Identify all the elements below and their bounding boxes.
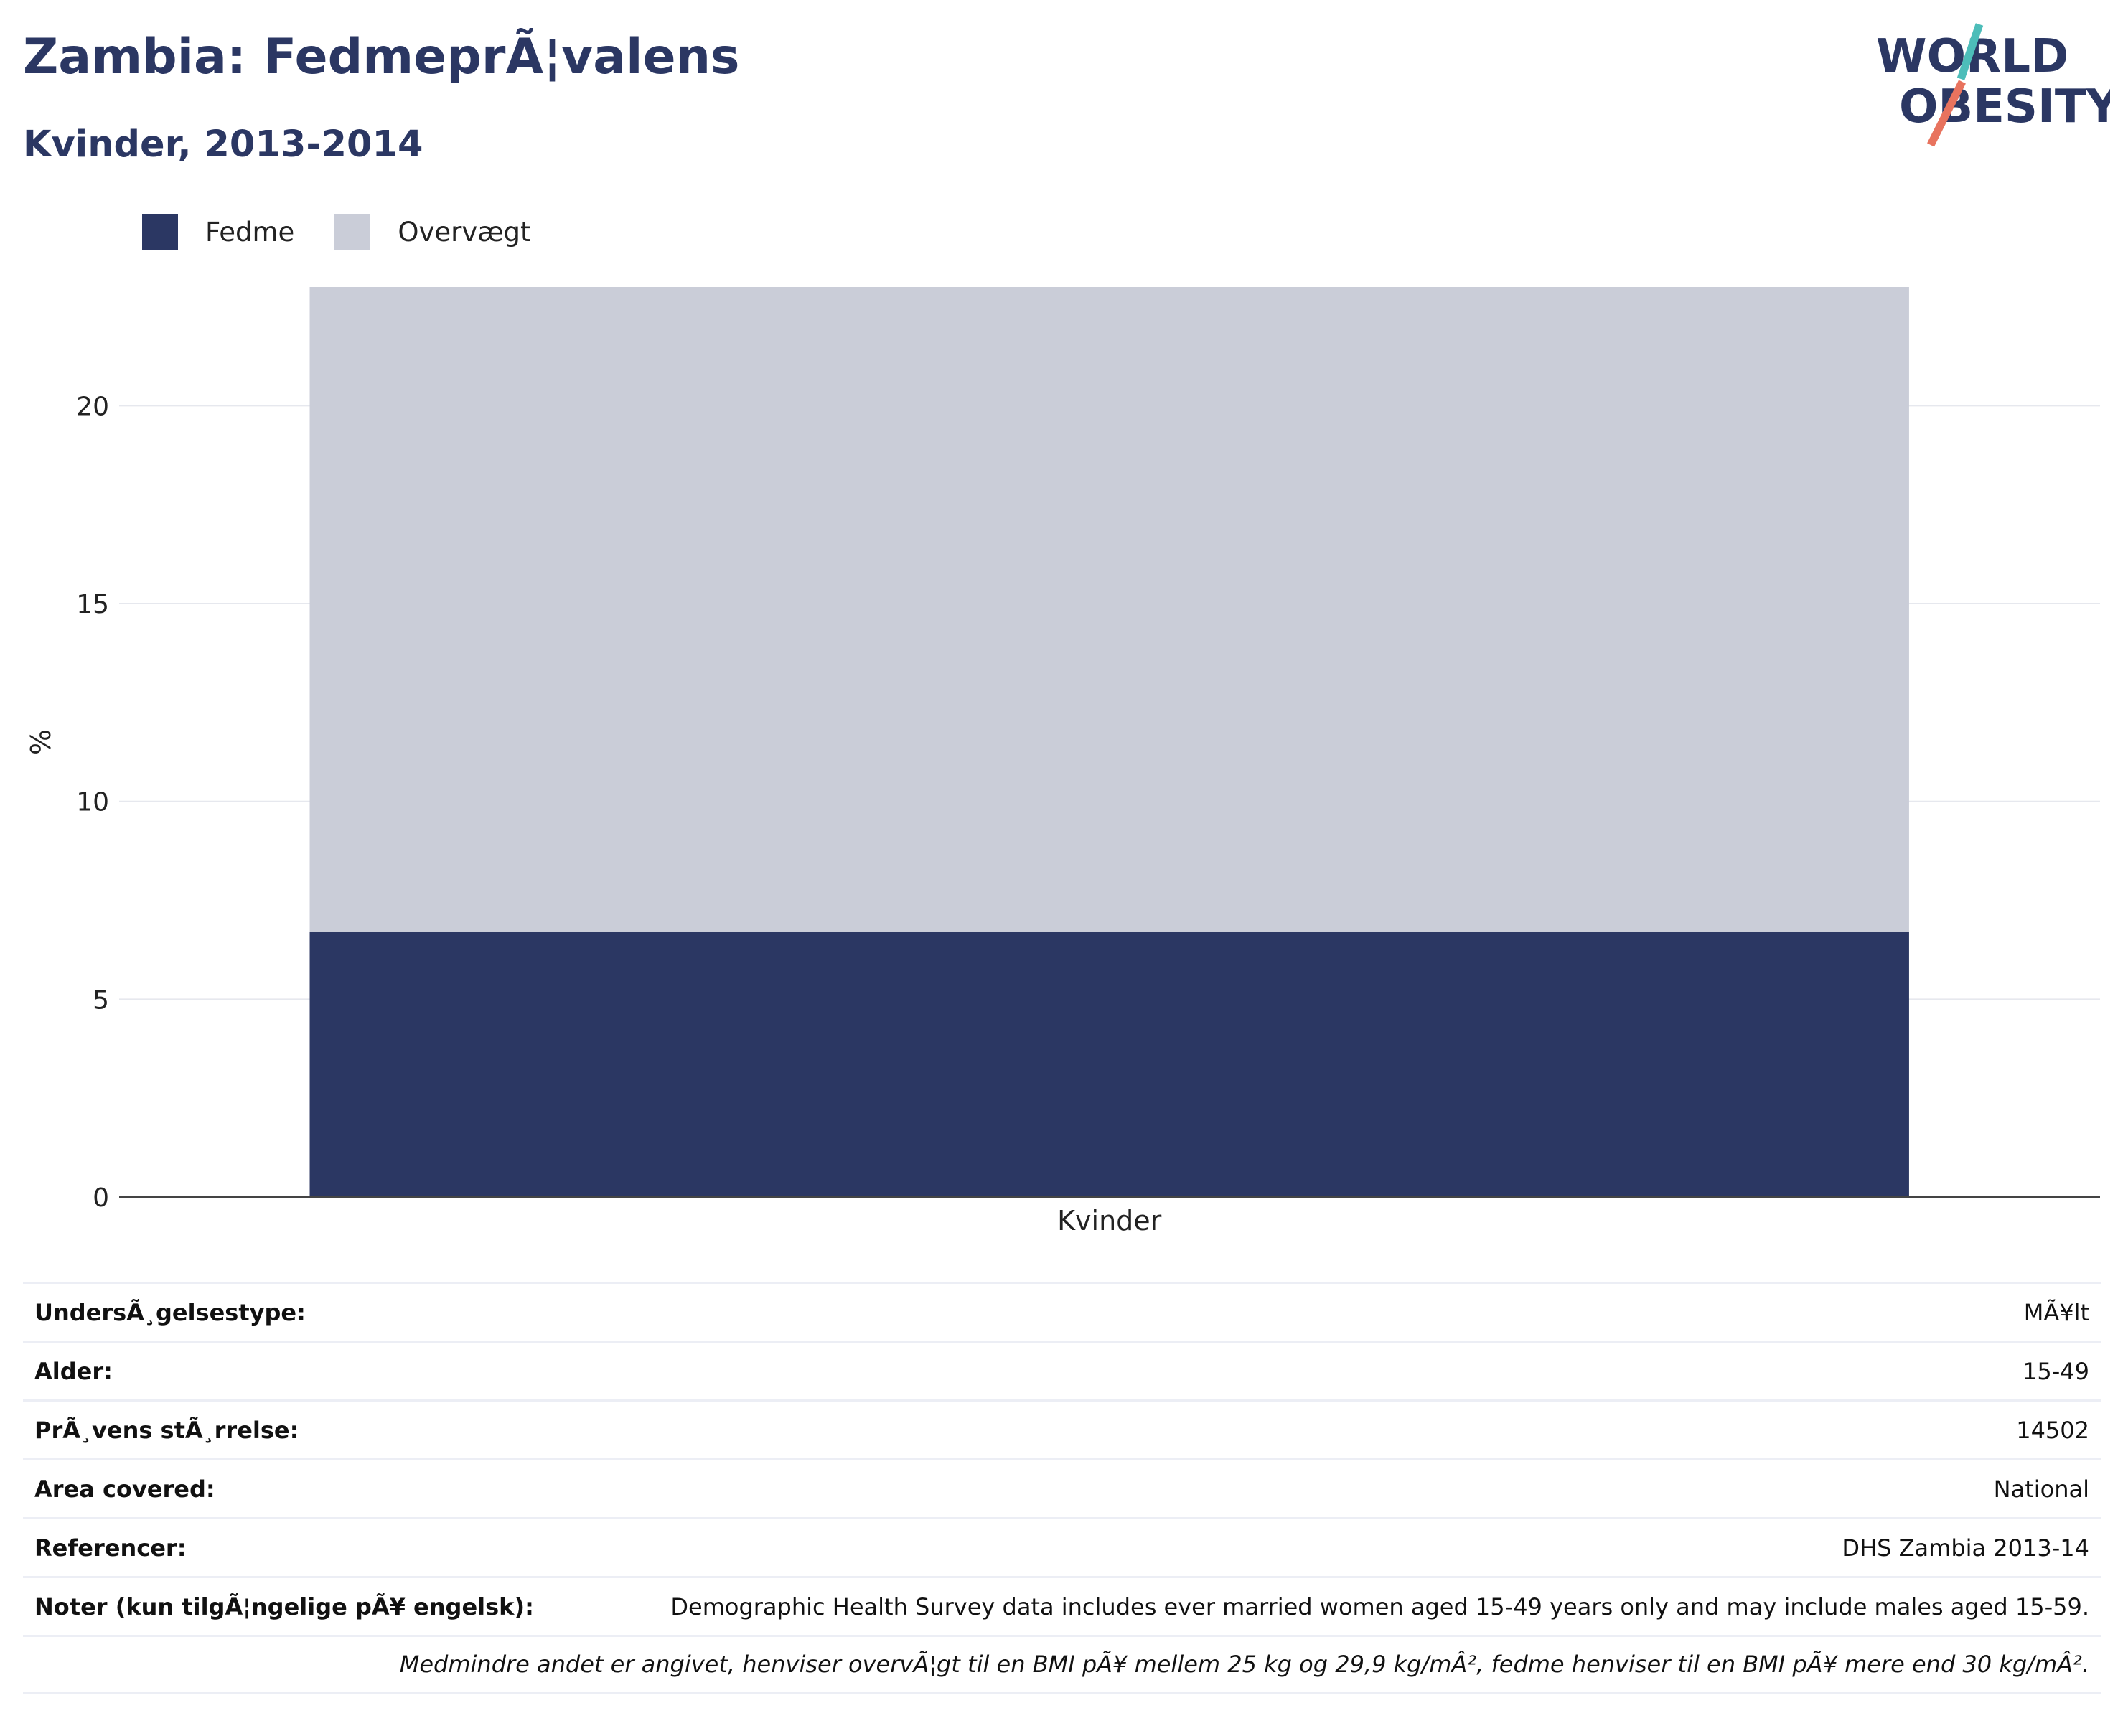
legend-item-overvaegt[interactable]: Overvægt xyxy=(334,214,531,250)
info-label: Noter (kun tilgÃ¦ngelige pÃ¥ engelsk): xyxy=(34,1592,534,1620)
world-obesity-logo: WORLD OBESITY xyxy=(1876,23,2110,147)
page-subtitle: Kvinder, 2013-2014 xyxy=(23,123,423,166)
info-label: UndersÃ¸gelsestype: xyxy=(34,1298,306,1326)
y-tick-label: 10 xyxy=(76,788,109,817)
x-tick-label: Kvinder xyxy=(1057,1205,1162,1237)
info-value: National xyxy=(1993,1475,2089,1503)
legend-swatch-fedme xyxy=(142,214,178,250)
info-row-survey-type: UndersÃ¸gelsestype: MÃ¥lt xyxy=(23,1282,2101,1341)
bar-chart: 0 5 10 15 20 Kvinder% xyxy=(25,287,2100,1237)
y-axis-label: % xyxy=(25,729,57,755)
info-table: UndersÃ¸gelsestype: MÃ¥lt Alder: 15-49 P… xyxy=(23,1282,2101,1694)
info-row-area: Area covered: National xyxy=(23,1458,2101,1517)
info-value: 14502 xyxy=(2016,1416,2089,1444)
legend-label-overvaegt: Overvægt xyxy=(398,216,531,248)
chart-legend: Fedme Overvægt xyxy=(142,212,571,251)
page-title: Zambia: FedmeprÃ¦valens xyxy=(23,29,740,85)
info-label: Referencer: xyxy=(34,1534,187,1562)
info-value: DHS Zambia 2013-14 xyxy=(1842,1534,2089,1562)
info-row-references: Referencer: DHS Zambia 2013-14 xyxy=(23,1517,2101,1576)
info-value: 15-49 xyxy=(2023,1357,2089,1385)
logo-slash-coral xyxy=(1927,80,1966,147)
legend-label-fedme: Fedme xyxy=(205,216,295,248)
logo-slash-teal xyxy=(1956,23,1984,80)
info-row-footnote: Medmindre andet er angivet, henviser ove… xyxy=(23,1635,2101,1694)
legend-item-fedme[interactable]: Fedme xyxy=(142,214,294,250)
bar-fedme xyxy=(309,932,1909,1197)
bar-overv-gt xyxy=(309,287,1909,932)
y-tick-label: 0 xyxy=(93,1183,109,1213)
info-row-notes: Noter (kun tilgÃ¦ngelige pÃ¥ engelsk): D… xyxy=(23,1576,2101,1635)
y-tick-label: 20 xyxy=(76,392,109,421)
logo-word-obesity: OBESITY xyxy=(1899,80,2110,133)
info-label: Alder: xyxy=(34,1357,113,1385)
y-tick-label: 5 xyxy=(93,985,109,1015)
info-row-sample-size: PrÃ¸vens stÃ¸rrelse: 14502 xyxy=(23,1399,2101,1458)
info-value: Demographic Health Survey data includes … xyxy=(670,1592,2089,1620)
y-tick-label: 15 xyxy=(76,590,109,619)
info-label: PrÃ¸vens stÃ¸rrelse: xyxy=(34,1416,299,1444)
info-value: MÃ¥lt xyxy=(2023,1298,2089,1326)
footnote-text: Medmindre andet er angivet, henviser ove… xyxy=(399,1651,2089,1678)
info-label: Area covered: xyxy=(34,1475,215,1503)
legend-swatch-overvaegt xyxy=(334,214,371,250)
info-row-age: Alder: 15-49 xyxy=(23,1341,2101,1399)
